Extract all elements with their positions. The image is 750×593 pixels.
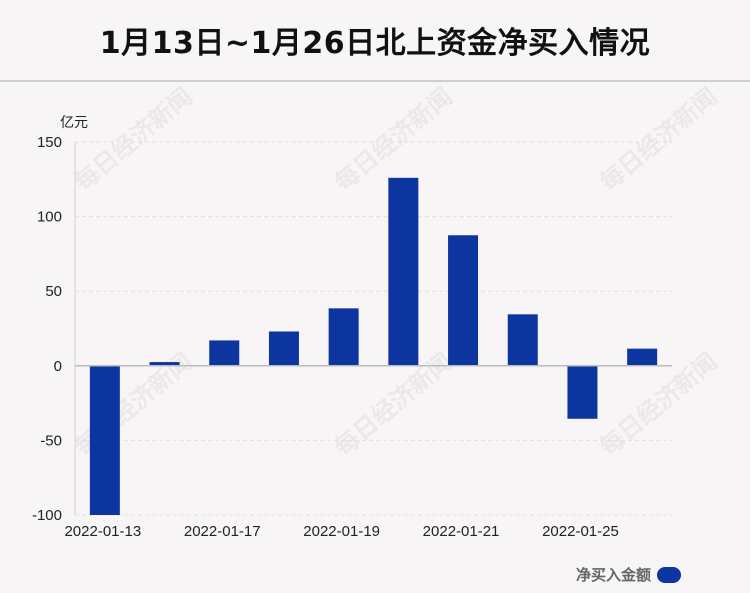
bar (567, 365, 598, 419)
bar (507, 314, 538, 366)
title-divider (0, 80, 750, 82)
legend-label: 净买入金额 (576, 566, 652, 584)
bar (328, 308, 359, 366)
bar (149, 362, 180, 366)
bar (268, 331, 299, 366)
y-tick-label: 150 (37, 134, 62, 151)
y-tick-label: 100 (37, 209, 62, 226)
bar (627, 348, 658, 366)
x-tick-label: 2022-01-17 (184, 523, 261, 540)
y-tick-label: -50 (40, 432, 62, 449)
bar (209, 340, 240, 366)
x-tick-label: 2022-01-19 (303, 523, 380, 540)
x-tick-label: 2022-01-25 (542, 523, 619, 540)
x-tick-label: 2022-01-21 (423, 523, 500, 540)
bar (89, 365, 120, 515)
legend-swatch (657, 566, 682, 583)
x-tick-label: 2022-01-13 (64, 523, 141, 540)
y-tick-label: -100 (32, 507, 62, 524)
chart-title: 1月13日~1月26日北上资金净买入情况 (99, 26, 651, 61)
bar (448, 235, 479, 366)
y-tick-label: 50 (45, 283, 62, 300)
bar (388, 177, 419, 366)
y-axis-unit-label: 亿元 (60, 115, 88, 131)
y-tick-label: 0 (54, 358, 62, 375)
legend: 净买入金额 (576, 564, 682, 585)
